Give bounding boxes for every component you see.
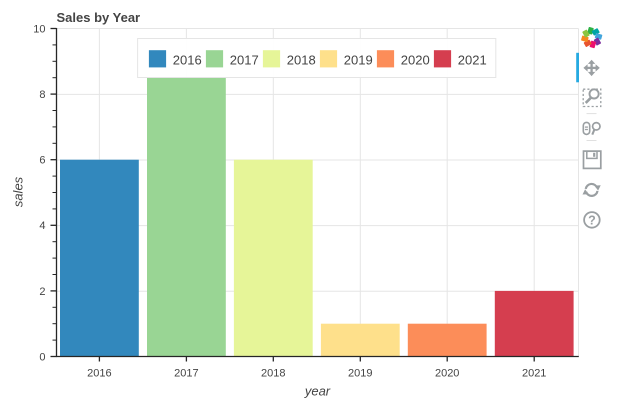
svg-text:year: year [304,384,331,399]
svg-text:2019: 2019 [344,52,373,67]
svg-text:Sales by Year: Sales by Year [57,10,141,25]
svg-text:2017: 2017 [174,367,198,379]
svg-text:2019: 2019 [348,367,372,379]
svg-text:sales: sales [11,176,26,207]
svg-text:8: 8 [39,89,45,101]
svg-text:2018: 2018 [287,52,316,67]
svg-text:4: 4 [39,220,45,232]
svg-text:2016: 2016 [87,367,111,379]
svg-text:2020: 2020 [435,367,459,379]
svg-text:2: 2 [39,286,45,298]
svg-text:2017: 2017 [230,52,259,67]
svg-text:2016: 2016 [173,52,202,67]
svg-text:6: 6 [39,155,45,167]
svg-text:2020: 2020 [401,52,430,67]
svg-text:2021: 2021 [458,52,487,67]
svg-text:0: 0 [39,351,45,363]
svg-text:?: ? [588,213,596,227]
svg-text:10: 10 [33,23,45,35]
svg-text:2021: 2021 [522,367,546,379]
svg-text:2018: 2018 [261,367,285,379]
